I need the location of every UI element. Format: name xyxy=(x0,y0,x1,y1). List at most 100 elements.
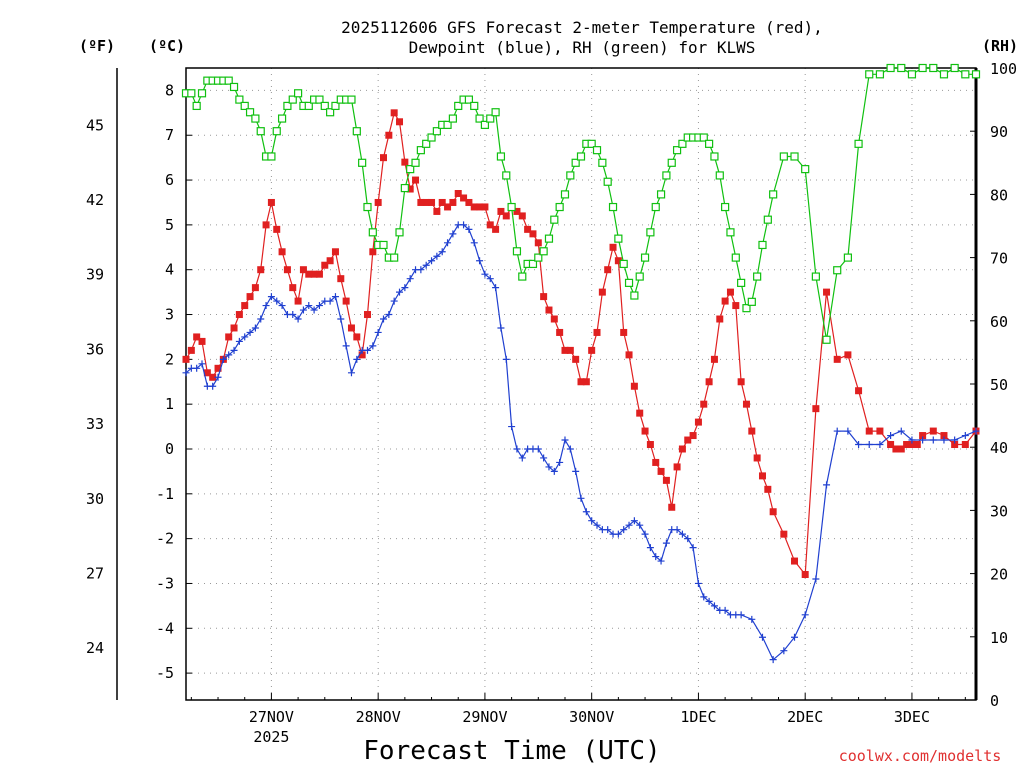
temperature-point xyxy=(887,441,895,449)
rh-point xyxy=(326,108,335,117)
rh-tick-label: 60 xyxy=(990,313,1008,331)
temperature-point xyxy=(929,427,937,435)
rh-point xyxy=(833,266,842,275)
rh-point xyxy=(640,253,650,262)
temperature-point xyxy=(903,441,911,449)
rh-point xyxy=(571,158,580,167)
temperature-point xyxy=(465,198,473,206)
temperature-point xyxy=(582,378,590,386)
dewpoint-point xyxy=(449,230,457,238)
rh-point xyxy=(790,152,799,161)
temperature-point xyxy=(913,441,921,449)
temperature-point xyxy=(225,333,233,341)
temperature-point xyxy=(454,190,462,198)
rh-point xyxy=(539,247,548,256)
rh-point xyxy=(550,215,559,224)
temperature-point xyxy=(401,158,409,166)
temperature-point xyxy=(540,293,548,301)
dewpoint-point xyxy=(897,427,905,435)
temperature-point xyxy=(855,387,863,395)
dewpoint-point xyxy=(310,306,318,314)
celsius-tick-label: -4 xyxy=(156,619,174,637)
celsius-tick-label: -2 xyxy=(156,530,174,548)
temperature-point xyxy=(449,198,457,206)
rh-tick-label: 90 xyxy=(990,123,1008,141)
rh-point xyxy=(918,63,927,73)
dewpoint-point xyxy=(694,579,702,587)
rh-point xyxy=(454,101,463,111)
dewpoint-point xyxy=(315,302,323,310)
dewpoint-point xyxy=(246,328,254,336)
dewpoint-point xyxy=(678,530,686,538)
dewpoint-point xyxy=(497,324,505,332)
temperature-point xyxy=(230,324,238,332)
rh-point xyxy=(646,228,655,237)
temperature-point xyxy=(299,266,307,274)
rh-point xyxy=(566,171,575,180)
dewpoint-point xyxy=(299,306,307,314)
temperature-point xyxy=(593,328,601,336)
rh-tick-label: 80 xyxy=(990,186,1008,204)
temperature-point xyxy=(609,243,617,251)
rh-point xyxy=(480,120,490,129)
dewpoint-point xyxy=(865,441,873,449)
dewpoint-point xyxy=(780,647,788,655)
x-tick-label: 3DEC xyxy=(894,708,930,726)
temperature-point xyxy=(369,248,377,256)
temperature-point xyxy=(518,212,526,220)
dewpoint-point xyxy=(566,445,574,453)
dewpoint-point xyxy=(219,355,227,363)
temperature-point xyxy=(390,109,398,117)
dewpoint-point xyxy=(972,427,980,435)
temperature-point xyxy=(620,328,628,336)
dewpoint-point xyxy=(646,544,654,552)
rh-tick-label: 10 xyxy=(990,629,1008,647)
rh-point xyxy=(635,272,644,281)
temperature-point xyxy=(486,221,494,229)
temperature-point xyxy=(363,311,371,319)
temperature-point xyxy=(561,346,569,354)
rh-point xyxy=(432,127,441,136)
dewpoint-point xyxy=(855,441,863,449)
rh-point xyxy=(187,89,196,98)
dewpoint-point xyxy=(193,364,201,372)
dewpoint-point xyxy=(908,436,916,444)
rh-point xyxy=(395,228,404,237)
temperature-point xyxy=(209,373,217,381)
dewpoint-point xyxy=(492,284,500,292)
rh-point xyxy=(854,139,863,148)
dewpoint-point xyxy=(748,615,756,623)
dewpoint-point xyxy=(545,463,553,471)
dewpoint-point xyxy=(582,508,590,516)
dewpoint-point xyxy=(347,369,355,377)
fahrenheit-tick-label: 42 xyxy=(86,191,104,209)
dewpoint-point xyxy=(289,311,297,319)
rh-point xyxy=(240,101,249,111)
dewpoint-point xyxy=(791,633,799,641)
dewpoint-point xyxy=(363,346,371,354)
dewpoint-point xyxy=(241,333,249,341)
dewpoint-point xyxy=(620,526,628,534)
dewpoint-point xyxy=(636,521,644,529)
temperature-point xyxy=(497,207,505,215)
temperature-point xyxy=(844,351,852,359)
dewpoint-point xyxy=(235,337,243,345)
rh-point xyxy=(779,152,788,161)
temperature-line xyxy=(185,111,977,577)
temperature-point xyxy=(721,297,729,305)
rh-point xyxy=(822,335,831,344)
fahrenheit-tick-label: 36 xyxy=(86,340,104,358)
rh-tick-label: 30 xyxy=(990,502,1008,520)
temperature-point xyxy=(305,270,313,278)
fahrenheit-tick-label: 45 xyxy=(86,116,104,134)
rh-point xyxy=(256,127,265,136)
temperature-point xyxy=(577,378,585,386)
dewpoint-point xyxy=(630,517,638,525)
rh-point xyxy=(763,215,772,224)
rh-tick-label: 50 xyxy=(990,376,1008,394)
dewpoint-point xyxy=(374,328,382,336)
fahrenheit-tick-label: 33 xyxy=(86,415,104,433)
rh-point xyxy=(229,82,239,92)
rh-point xyxy=(352,127,361,136)
temperature-point xyxy=(412,176,420,184)
